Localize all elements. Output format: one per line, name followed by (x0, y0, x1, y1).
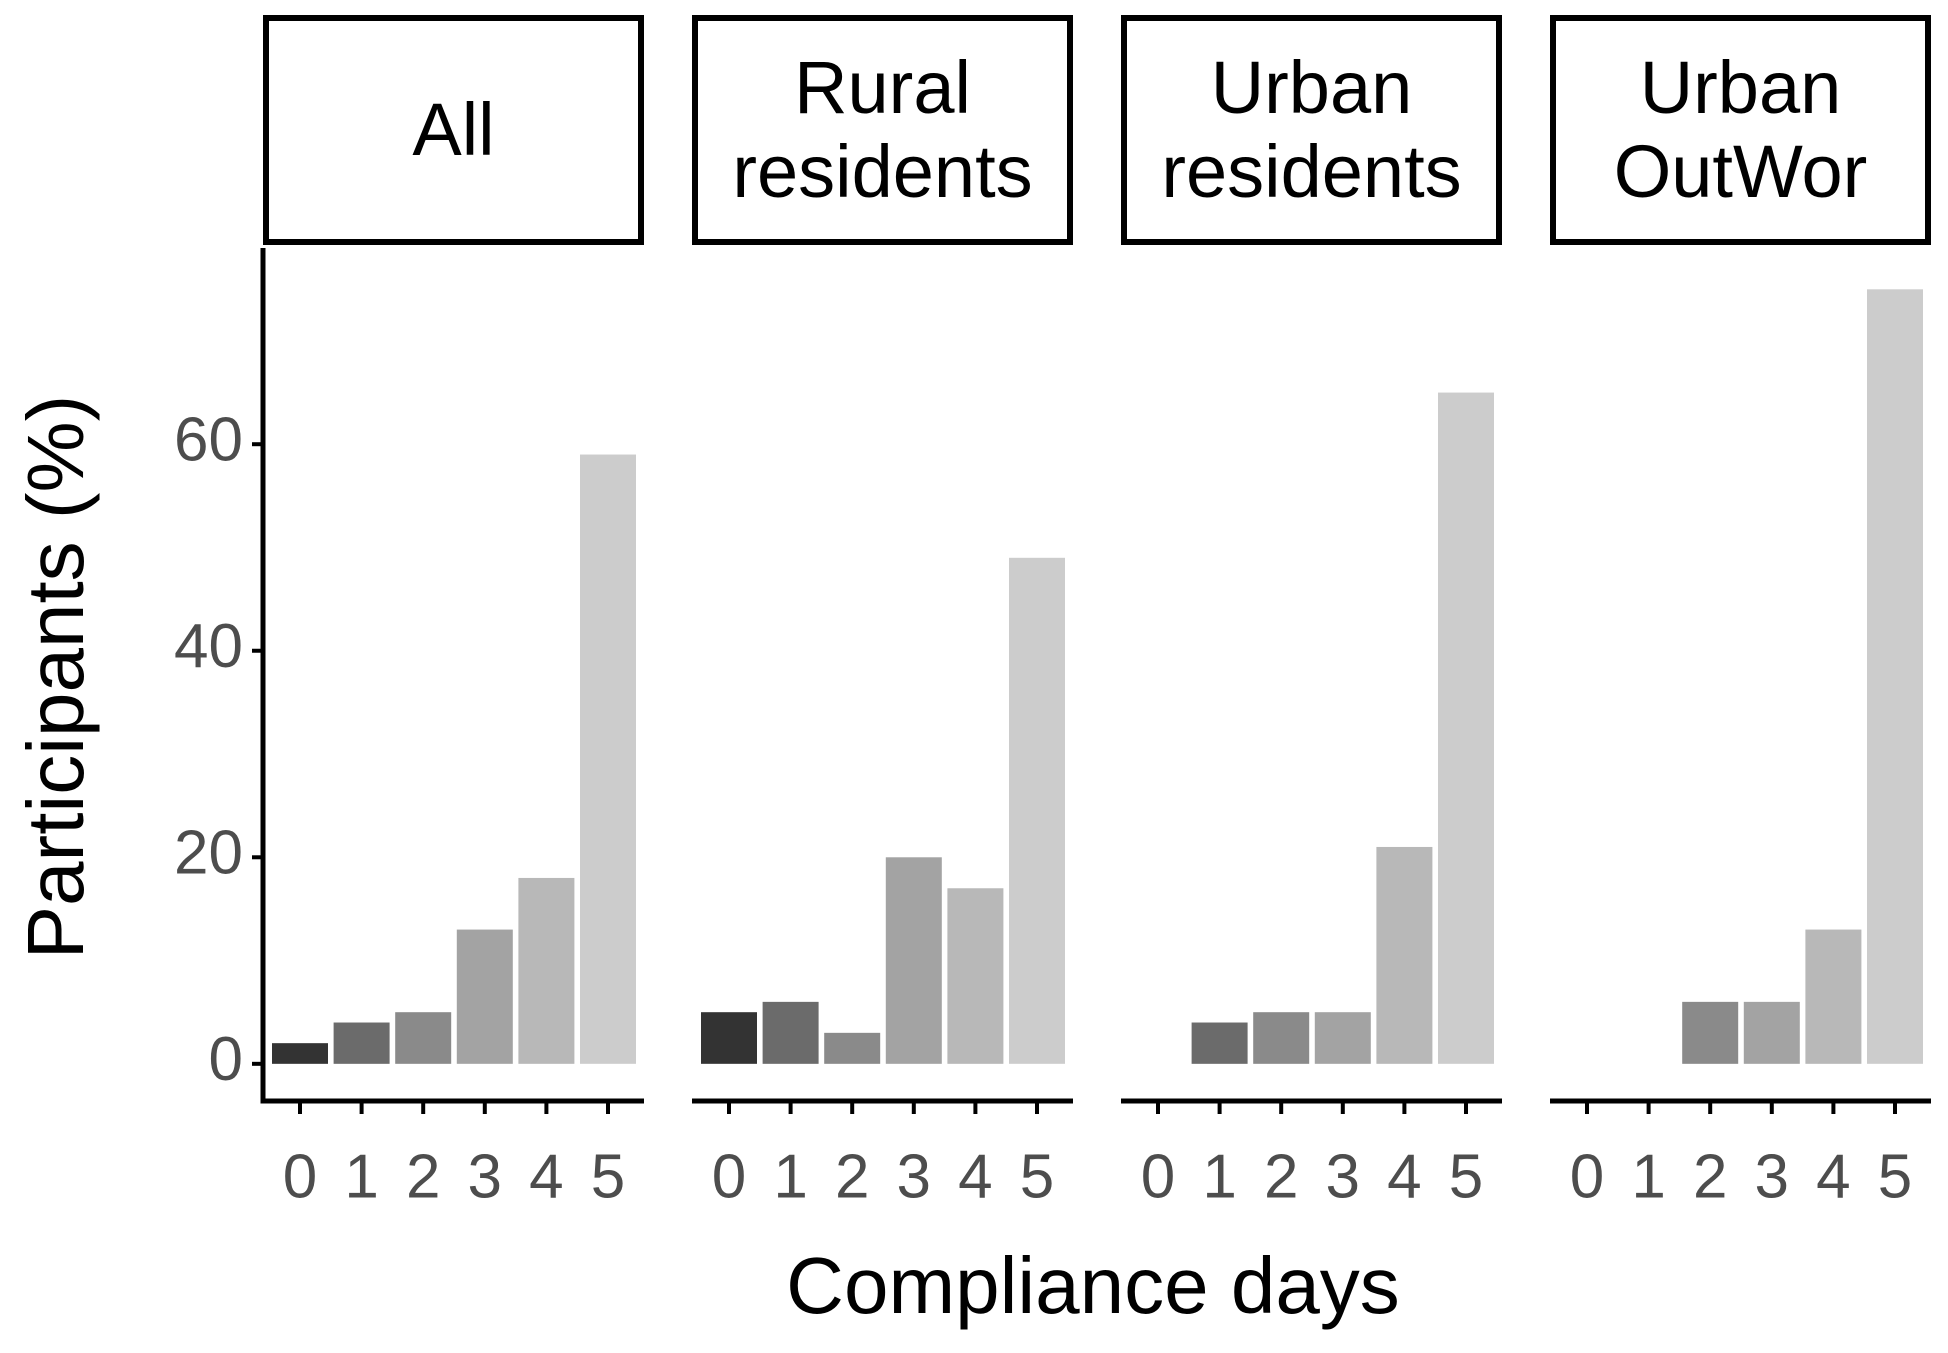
bar (456, 929, 513, 1064)
x-tick-label: 2 (835, 1142, 869, 1211)
facet-title: Rural residents (692, 15, 1073, 245)
bar (1682, 1001, 1739, 1064)
x-tick-label: 0 (1141, 1142, 1175, 1211)
bar (1009, 557, 1065, 1064)
bar (395, 1012, 452, 1064)
bar (518, 877, 575, 1064)
x-tick-label: 5 (1878, 1142, 1912, 1211)
bar (580, 454, 636, 1064)
x-tick-label: 2 (1264, 1142, 1298, 1211)
x-tick-label: 5 (1449, 1142, 1483, 1211)
bar (824, 1032, 881, 1064)
facet-title: Urban residents (1121, 15, 1502, 245)
bar (1805, 929, 1862, 1064)
x-tick-label: 0 (283, 1142, 317, 1211)
y-tick-label: 0 (209, 1025, 243, 1094)
x-tick-label: 4 (529, 1142, 563, 1211)
x-tick-label: 3 (897, 1142, 931, 1211)
x-tick-label: 2 (1693, 1142, 1727, 1211)
bar (701, 1012, 757, 1064)
bar (1867, 289, 1923, 1064)
x-tick-label: 0 (1570, 1142, 1604, 1211)
facet-title: All (263, 15, 644, 245)
bar (1438, 392, 1494, 1064)
bar (1253, 1012, 1310, 1064)
y-tick-label: 20 (174, 819, 243, 888)
bar (333, 1022, 390, 1064)
x-tick-label: 4 (958, 1142, 992, 1211)
bar (885, 857, 942, 1064)
bar (1314, 1012, 1371, 1064)
x-tick-label: 3 (468, 1142, 502, 1211)
bar (1743, 1001, 1800, 1064)
x-tick-label: 0 (712, 1142, 746, 1211)
bar (1191, 1022, 1248, 1064)
x-tick-label: 5 (591, 1142, 625, 1211)
x-tick-label: 3 (1755, 1142, 1789, 1211)
x-tick-label: 1 (1202, 1142, 1236, 1211)
x-tick-label: 1 (773, 1142, 807, 1211)
y-tick-label: 60 (174, 406, 243, 475)
facet-title: Urban OutWor (1550, 15, 1931, 245)
bar (1376, 846, 1433, 1064)
x-tick-label: 3 (1326, 1142, 1360, 1211)
bar (947, 888, 1004, 1064)
x-tick-label: 4 (1816, 1142, 1850, 1211)
bar (272, 1043, 328, 1064)
y-tick-label: 40 (174, 612, 243, 681)
x-tick-label: 1 (344, 1142, 378, 1211)
x-tick-label: 2 (406, 1142, 440, 1211)
x-tick-label: 4 (1387, 1142, 1421, 1211)
x-tick-label: 5 (1020, 1142, 1054, 1211)
y-axis-label: Participants (%) (11, 395, 100, 960)
x-tick-label: 1 (1631, 1142, 1665, 1211)
x-axis-label: Compliance days (786, 1241, 1400, 1330)
bar (762, 1001, 819, 1064)
